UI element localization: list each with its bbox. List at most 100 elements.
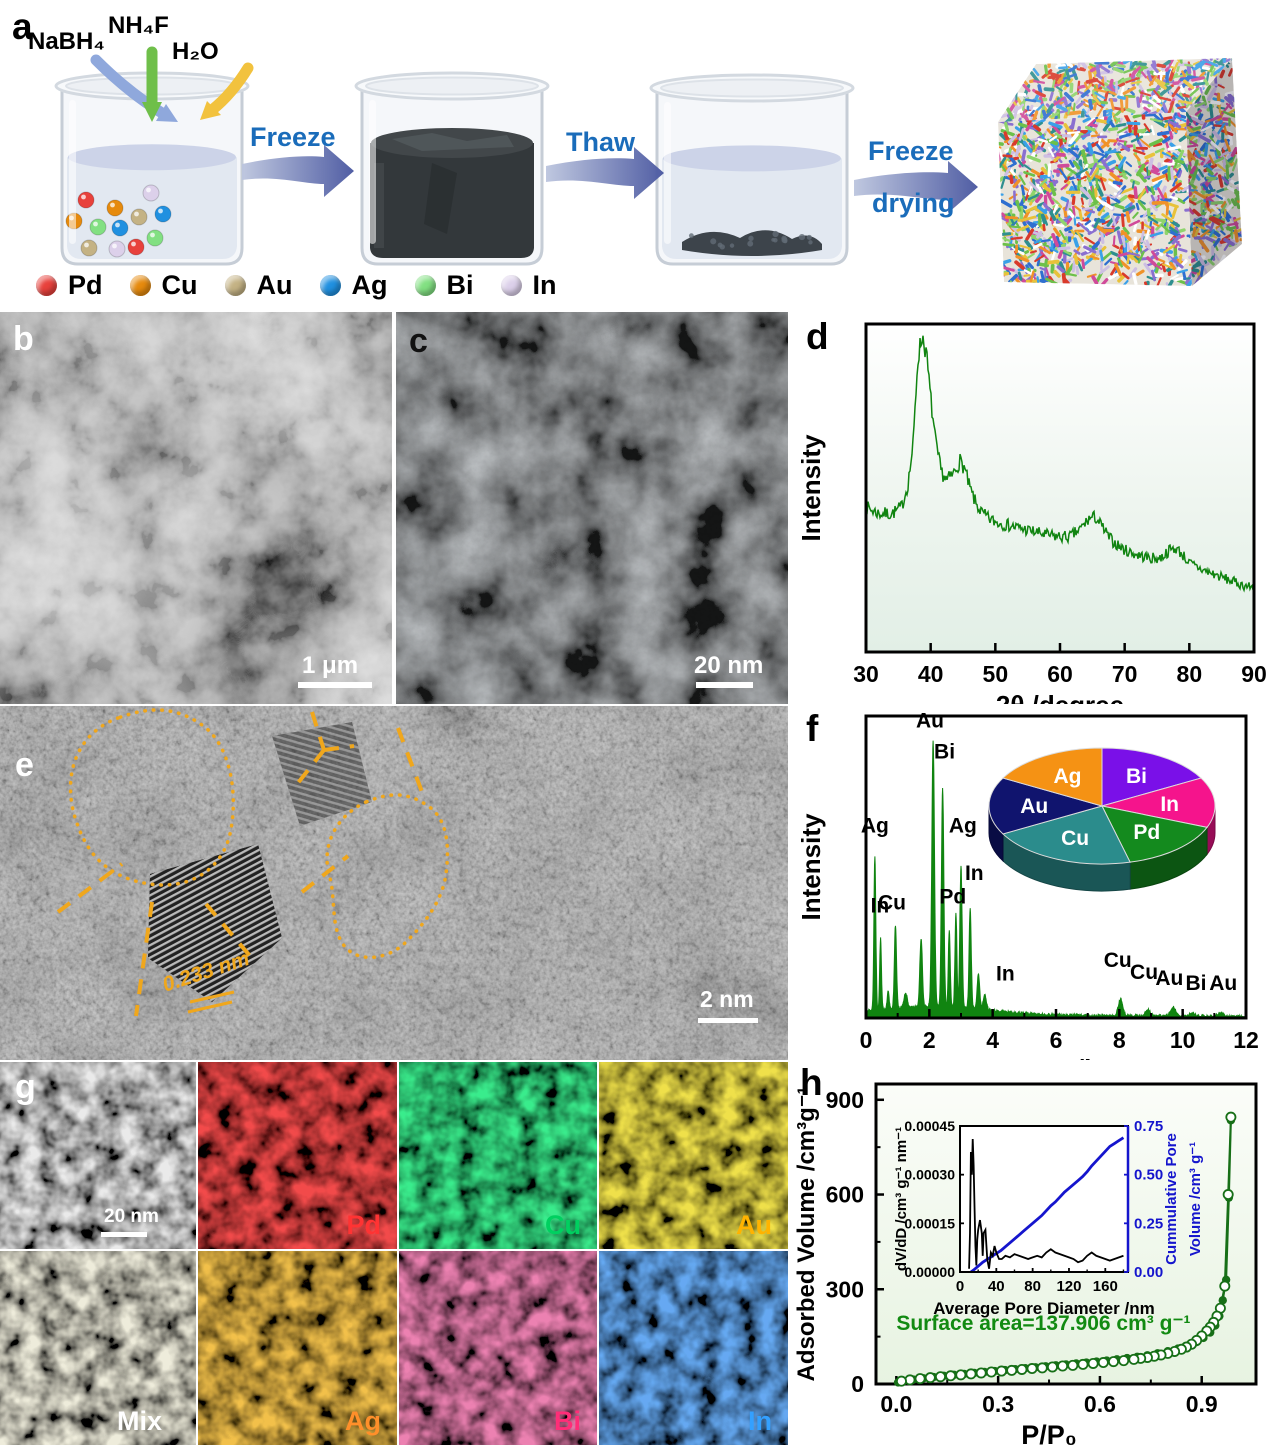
panel-letter-h: h bbox=[800, 1062, 823, 1103]
inset-ylabel-left: dV/dD /cm³ g⁻¹ nm⁻¹ bbox=[893, 1127, 910, 1271]
element-map-image-Bi bbox=[399, 1251, 597, 1445]
legend-dot-In bbox=[500, 275, 522, 296]
element-map-label-Pd: Pd bbox=[346, 1210, 381, 1240]
d-xtick: 30 bbox=[853, 661, 879, 687]
legend-item-Ag: Ag bbox=[319, 270, 388, 301]
scalebar-label-b: 1 μm bbox=[302, 652, 359, 679]
f-xtick: 2 bbox=[923, 1027, 936, 1053]
eds-peak-label-Au: Au bbox=[1155, 967, 1183, 990]
eds-peak-label-In: In bbox=[871, 894, 890, 917]
eds-peak-label-Bi: Bi bbox=[934, 740, 955, 763]
eds-peak-label-Pd: Pd bbox=[939, 885, 966, 908]
reagent-label-h2o: H₂O bbox=[172, 38, 219, 65]
h-ytick: 300 bbox=[826, 1276, 864, 1302]
synthesis-scheme-graphic bbox=[54, 46, 1242, 286]
h-ylabel: Adsorbed Volume /cm³g⁻¹ bbox=[793, 1087, 820, 1382]
element-map-label-In: In bbox=[748, 1406, 772, 1436]
element-map-tile-Mix: Mix bbox=[0, 1251, 196, 1445]
eds-peak-label-Cu: Cu bbox=[878, 891, 906, 914]
inset-ytick-right: 0.00 bbox=[1134, 1264, 1163, 1281]
step-label-freeze-drying-1: Freeze bbox=[868, 136, 954, 166]
pie-label-Ag: Ag bbox=[1053, 765, 1081, 788]
isotherm-chart: 0.0 0.3 0.6 0.9 0 300 600 900 P/P₀ Adsorbed Volum… bbox=[793, 1082, 1258, 1445]
h-xtick: 0.0 bbox=[880, 1391, 912, 1417]
legend-dot-Bi bbox=[414, 275, 436, 296]
legend-dot-Au bbox=[224, 275, 246, 296]
element-map-image-haadf bbox=[0, 1062, 196, 1249]
inset-ylabel-right-1: Cummulative Pore bbox=[1163, 1133, 1180, 1265]
d-xtick: 80 bbox=[1177, 661, 1203, 687]
d-ylabel: Intensity bbox=[796, 434, 826, 541]
eds-peak-label-Au: Au bbox=[1209, 972, 1237, 995]
step-label-freeze: Freeze bbox=[250, 122, 336, 152]
panel-c-tem-image: c 20 nm bbox=[396, 312, 788, 704]
panel-letter-g: g bbox=[15, 1068, 36, 1106]
inset-xtick: 40 bbox=[988, 1278, 1005, 1295]
panel-e-hrtem-image: 0.233 nm e 2 nm bbox=[0, 706, 788, 1060]
tem-image bbox=[396, 312, 788, 704]
legend-label-Au: Au bbox=[256, 270, 293, 300]
legend-dot-Cu bbox=[129, 275, 151, 296]
element-map-tile-haadf bbox=[0, 1062, 196, 1249]
panel-letter-a: a bbox=[12, 6, 33, 47]
f-xlabel: Energy /keV bbox=[982, 1054, 1132, 1060]
legend-item-In: In bbox=[500, 270, 557, 301]
panel-b-sem-image: b 1 μm bbox=[0, 312, 392, 704]
element-map-image-Ag bbox=[198, 1251, 397, 1445]
panel-letter-f: f bbox=[806, 708, 819, 749]
inset-ytick-left: 0.00045 bbox=[904, 1118, 955, 1134]
element-map-label-Cu: Cu bbox=[545, 1210, 581, 1240]
surface-area-annotation: Surface area=137.906 cm³ g⁻¹ bbox=[896, 1312, 1190, 1335]
f-xtick: 0 bbox=[860, 1027, 873, 1053]
eds-peak-label-In: In bbox=[996, 962, 1015, 985]
scalebar-b bbox=[298, 682, 372, 688]
inset-ytick-right: 0.50 bbox=[1134, 1167, 1163, 1184]
h-ytick: 600 bbox=[826, 1182, 864, 1208]
element-map-tile-Pd: Pd bbox=[198, 1062, 397, 1249]
legend-dot-Pd bbox=[36, 275, 57, 296]
f-ylabel: Intensity bbox=[796, 813, 826, 920]
f-xtick: 8 bbox=[1113, 1027, 1126, 1053]
eds-peak-label-In: In bbox=[965, 862, 984, 885]
f-xtick: 6 bbox=[1050, 1027, 1063, 1053]
hrtem-image: 0.233 nm bbox=[0, 706, 788, 1060]
legend-label-Cu: Cu bbox=[161, 270, 198, 300]
panel-a-synthesis-scheme: a NaBH₄ NH₄F H₂O Freeze Thaw Freeze dryi… bbox=[0, 0, 1268, 312]
reagent-label-nh4f: NH₄F bbox=[108, 12, 169, 39]
element-map-image-Au bbox=[599, 1062, 788, 1249]
inset-xtick: 160 bbox=[1093, 1278, 1118, 1295]
inset-ytick-left: 0.00015 bbox=[904, 1215, 955, 1231]
element-map-label-Au: Au bbox=[736, 1210, 772, 1240]
h-xlabel: P/P₀ bbox=[1021, 1420, 1077, 1445]
f-xtick: 12 bbox=[1233, 1027, 1259, 1053]
d-xtick: 50 bbox=[983, 661, 1009, 687]
d-xtick: 40 bbox=[918, 661, 944, 687]
element-map-label-Mix: Mix bbox=[116, 1406, 162, 1436]
legend-item-Cu: Cu bbox=[129, 270, 198, 301]
element-map-image-Cu bbox=[399, 1062, 597, 1249]
f-xtick: 4 bbox=[986, 1027, 999, 1053]
element-map-tile-Bi: Bi bbox=[399, 1251, 597, 1445]
legend-item-Bi: Bi bbox=[414, 270, 474, 301]
pie-label-Au: Au bbox=[1020, 795, 1048, 818]
step-label-thaw: Thaw bbox=[566, 127, 636, 157]
scalebar-label-c: 20 nm bbox=[694, 652, 764, 679]
panel-letter-c: c bbox=[409, 322, 428, 360]
element-map-label-Bi: Bi bbox=[554, 1406, 581, 1436]
h-ytick: 0 bbox=[851, 1371, 864, 1397]
element-map-tile-In: In bbox=[599, 1251, 788, 1445]
element-map-tile-Au: Au bbox=[599, 1062, 788, 1249]
sem-image bbox=[0, 312, 392, 704]
scalebar-label-e: 2 nm bbox=[700, 986, 754, 1012]
d-xtick: 60 bbox=[1047, 661, 1073, 687]
inset-xlabel: Average Pore Diameter /nm bbox=[933, 1299, 1154, 1318]
inset-xtick: 0 bbox=[956, 1278, 964, 1295]
element-map-tile-Ag: Ag bbox=[198, 1251, 397, 1445]
eds-peak-label-Cu: Cu bbox=[1104, 949, 1132, 972]
inset-ytick-right: 0.25 bbox=[1134, 1215, 1163, 1232]
element-map-tile-Cu: Cu bbox=[399, 1062, 597, 1249]
panel-letter-b: b bbox=[13, 320, 34, 358]
inset-ytick-left: 0.00000 bbox=[904, 1264, 955, 1280]
element-map-label-Ag: Ag bbox=[345, 1406, 381, 1436]
legend-label-Pd: Pd bbox=[68, 270, 103, 300]
